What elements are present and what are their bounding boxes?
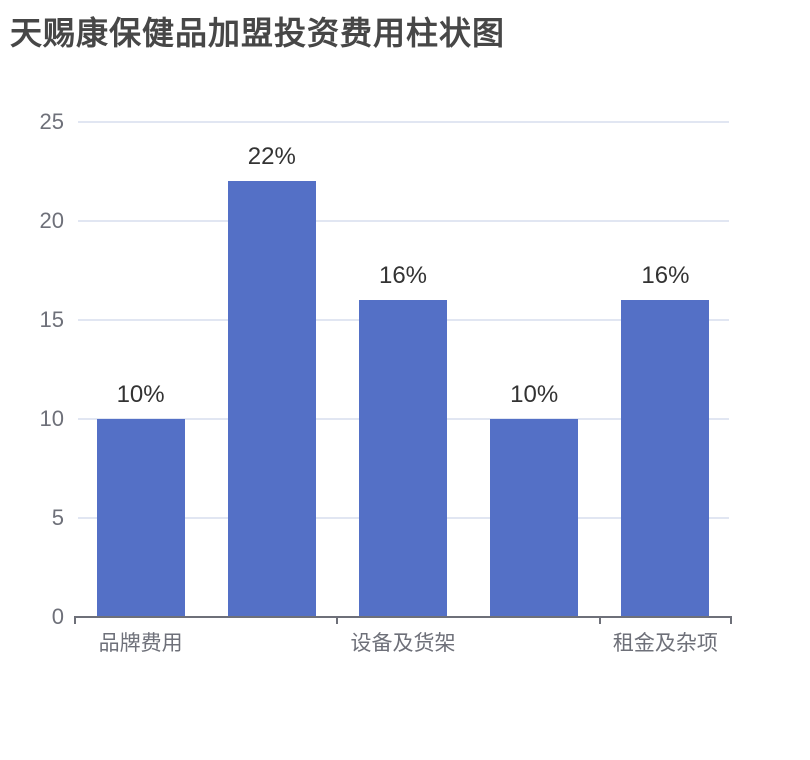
x-axis-tick [74,616,76,624]
x-axis-category-label: 品牌费用 [98,632,183,655]
bar [96,419,185,616]
x-axis-tick [336,616,339,624]
bar-value-label: 10% [510,381,559,408]
x-axis-category-label: 租金及杂项 [612,632,718,655]
bar-value-label: 16% [378,262,428,290]
y-axis-tick-label: 5 [51,505,64,530]
bar [227,181,316,616]
y-gridline [78,220,729,222]
x-axis-tick [730,616,732,624]
y-axis-tick-label: 0 [51,604,64,629]
bar-value-label: 10% [116,381,165,408]
chart-title: 天赐康保健品加盟投资费用柱状图 [10,15,506,51]
y-axis-tick-label: 10 [39,406,64,431]
bar [621,300,710,616]
bar [490,419,579,616]
y-gridline [78,121,729,123]
y-axis-tick-label: 20 [39,208,64,233]
x-axis-line [75,616,731,618]
bar-value-label: 16% [641,262,690,290]
y-axis-tick-label: 15 [39,307,64,332]
bar [359,300,447,616]
y-axis-tick-label: 25 [39,109,64,134]
bar-value-label: 22% [247,143,296,171]
x-axis-tick [598,616,601,624]
x-axis-category-label: 设备及货架 [350,632,456,655]
